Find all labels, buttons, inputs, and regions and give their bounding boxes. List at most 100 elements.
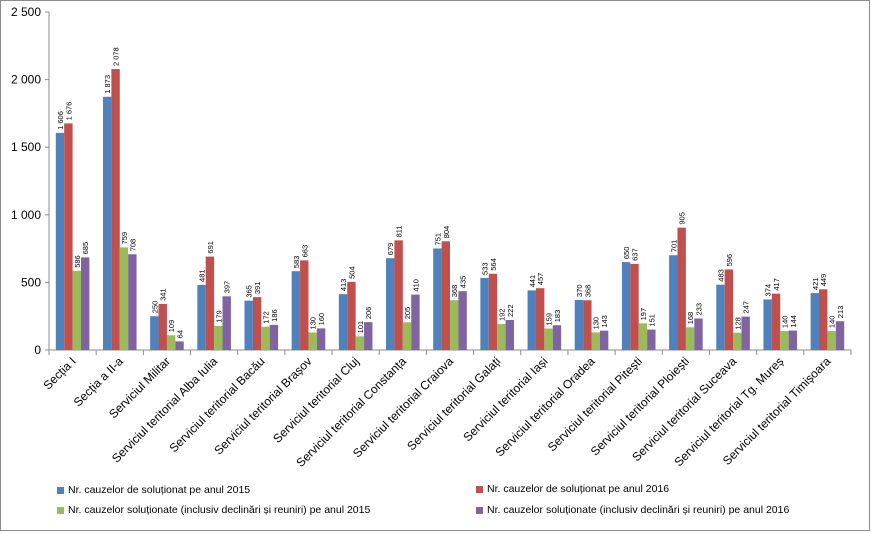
data-label: 144	[789, 315, 798, 328]
data-label: 905	[678, 212, 687, 225]
bar-3	[827, 331, 836, 350]
data-label: 186	[270, 309, 279, 322]
data-label: 368	[583, 285, 592, 298]
bar-4	[364, 322, 373, 350]
bar-3	[214, 325, 223, 350]
data-label: 586	[73, 255, 82, 268]
y-tick-label: 1 500	[11, 140, 41, 154]
data-label: 410	[411, 279, 420, 292]
data-label: 179	[214, 310, 223, 323]
bar-2	[111, 69, 120, 351]
data-label: 457	[536, 273, 545, 286]
y-tick-label: 1 000	[11, 208, 41, 222]
bar-4	[411, 294, 420, 350]
bar-2	[819, 289, 828, 350]
data-label: 130	[592, 317, 601, 330]
category-label: Serviciul teritorial Pitești	[545, 354, 645, 454]
data-label: 483	[716, 269, 725, 282]
data-label: 413	[339, 279, 348, 292]
data-label: 101	[356, 321, 365, 334]
bar-2	[583, 300, 592, 350]
bar-2	[252, 297, 262, 350]
data-label: 504	[347, 266, 356, 279]
category-label: Serviciul teritorial Iași	[460, 354, 550, 444]
data-label: 417	[772, 278, 781, 291]
data-label: 679	[386, 243, 395, 256]
data-label: 637	[631, 248, 640, 261]
bar-3	[402, 322, 412, 350]
data-label: 533	[481, 262, 490, 275]
category-label: Secția I	[41, 354, 79, 392]
bar-4	[647, 329, 656, 350]
bar-1	[669, 255, 678, 350]
legend-label-1: Nr. cauzelor de soluționat pe anul 2015	[68, 484, 251, 496]
bar-4	[458, 291, 467, 350]
bar-2	[347, 281, 356, 350]
bar-4	[128, 254, 137, 350]
bar-1	[55, 132, 65, 350]
data-label: 130	[309, 317, 318, 330]
data-label: 650	[622, 247, 631, 260]
bar-3	[544, 328, 553, 350]
data-label: 691	[206, 241, 215, 254]
bar-1	[102, 96, 112, 350]
bar-3	[780, 331, 789, 350]
legend-label-2: Nr. cauzelor de soluționat pe anul 2016	[487, 483, 670, 495]
bar-2	[441, 241, 450, 350]
bar-2	[300, 260, 309, 350]
bar-3	[355, 336, 365, 350]
bar-4	[222, 296, 231, 350]
category-label: Serviciul teritorial Cluj	[270, 354, 361, 445]
data-label: 397	[223, 281, 232, 294]
data-label: 663	[300, 245, 309, 258]
legend-label-4: Nr. cauzelor soluționate (inclusiv decli…	[487, 504, 790, 516]
data-label: 449	[819, 274, 828, 287]
data-label: 168	[686, 312, 695, 325]
bar-4	[80, 257, 90, 350]
bar-1	[386, 258, 395, 350]
data-label: 128	[733, 317, 742, 330]
legend-item-1: Nr. cauzelor de soluționat pe anul 2015	[57, 484, 250, 496]
bar-1	[527, 290, 536, 350]
data-label: 159	[545, 313, 554, 326]
bar-3	[261, 326, 270, 350]
bar-3	[450, 300, 459, 350]
data-label: 341	[159, 288, 168, 301]
bar-2	[64, 123, 73, 350]
data-label: 564	[489, 258, 498, 271]
data-label: 2 078	[112, 47, 121, 66]
bar-1	[433, 248, 442, 350]
bar-4	[599, 330, 609, 350]
data-label: 172	[261, 311, 270, 324]
bar-1	[716, 284, 725, 350]
bar-1	[197, 284, 206, 350]
legend-item-3: Nr. cauzelor soluționate (inclusiv decli…	[57, 504, 370, 516]
bar-3	[733, 332, 742, 350]
data-label: 583	[292, 256, 301, 269]
bar-3	[72, 270, 81, 350]
data-label: 1 676	[64, 102, 73, 121]
data-label: 222	[506, 304, 515, 317]
data-label: 701	[669, 240, 678, 253]
y-tick-label: 0	[34, 343, 41, 357]
data-label: 368	[450, 285, 459, 298]
bar-4	[269, 324, 279, 350]
bar-3	[685, 327, 695, 350]
bar-1	[763, 299, 772, 350]
bar-1	[291, 271, 301, 350]
data-label: 1 873	[103, 75, 112, 94]
data-label: 708	[128, 239, 137, 252]
y-tick-label: 500	[21, 275, 41, 289]
bar-4	[741, 316, 750, 350]
data-label: 365	[245, 285, 254, 298]
bar-4	[316, 328, 326, 350]
bar-4	[694, 318, 703, 350]
data-label: 481	[198, 269, 207, 282]
bar-1	[810, 293, 820, 350]
data-label: 247	[742, 301, 751, 314]
bar-4	[505, 319, 514, 350]
data-label: 596	[725, 254, 734, 267]
data-label: 213	[836, 306, 845, 319]
bar-4	[835, 321, 845, 350]
